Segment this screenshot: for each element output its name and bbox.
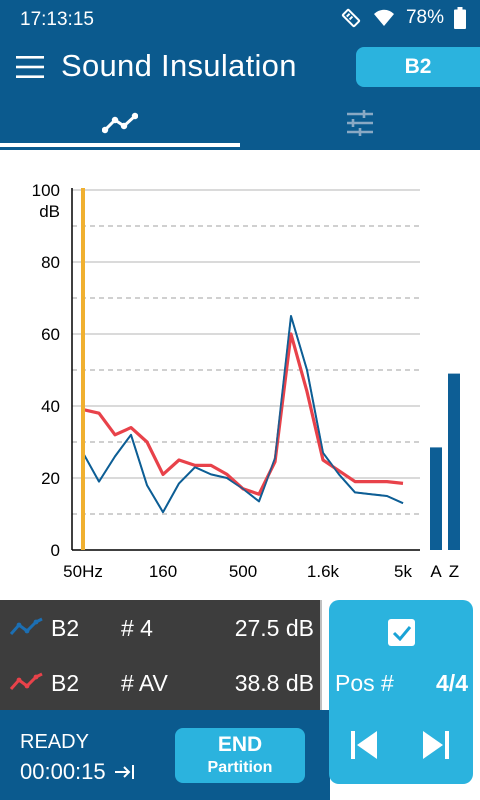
legend-series-name: B2 bbox=[51, 670, 80, 696]
end-partition-button[interactable]: END Partition bbox=[175, 728, 305, 783]
y-tick-label: 0 bbox=[51, 541, 60, 560]
hamburger-menu-icon[interactable] bbox=[16, 55, 44, 79]
legend-row-1: B2 # 4 27.5 dB bbox=[0, 600, 320, 655]
legend-panel: B2 # 4 27.5 dB B2 # AV 38.8 dB bbox=[0, 600, 320, 710]
end-button-label: END bbox=[217, 733, 263, 756]
position-value: 4/4 bbox=[436, 670, 468, 696]
x-tick-label: 5k bbox=[394, 562, 412, 581]
usb-debug-icon bbox=[341, 8, 361, 28]
sliders-icon bbox=[347, 110, 373, 136]
y-axis-top-label: 100 bbox=[32, 181, 60, 200]
y-tick-label: 80 bbox=[41, 253, 60, 272]
measurement-state: READY bbox=[20, 731, 89, 753]
overall-bar-a bbox=[430, 447, 442, 550]
checkmark-icon bbox=[392, 625, 411, 641]
legend-series-name: B2 bbox=[51, 615, 80, 641]
page-title: Sound Insulation bbox=[61, 48, 297, 83]
series-1-swatch-icon bbox=[9, 617, 43, 635]
legend-row-2: B2 # AV 38.8 dB bbox=[0, 655, 320, 710]
x-tick-label: 160 bbox=[149, 562, 177, 581]
y-tick-label: 40 bbox=[41, 397, 60, 416]
legend-series-index: # AV bbox=[121, 670, 168, 696]
position-label: Pos # bbox=[335, 670, 394, 696]
profile-button[interactable]: B2 bbox=[356, 47, 480, 87]
line-chart-icon bbox=[102, 112, 138, 134]
overall-bar-label: A bbox=[430, 562, 442, 581]
y-axis-unit: dB bbox=[39, 202, 60, 221]
status-icons: 78% bbox=[340, 7, 466, 29]
battery-percent: 78% bbox=[405, 7, 444, 28]
step-to-end-icon bbox=[114, 765, 134, 779]
status-bar: 17:13:15 78% bbox=[0, 0, 480, 40]
x-tick-label: 50Hz bbox=[63, 562, 103, 581]
end-button-sublabel: Partition bbox=[207, 759, 273, 776]
y-tick-label: 20 bbox=[41, 469, 60, 488]
x-tick-label: 500 bbox=[229, 562, 257, 581]
tab-settings[interactable] bbox=[240, 100, 480, 146]
legend-series-value: 27.5 dB bbox=[234, 615, 314, 641]
series-line-b2-av bbox=[82, 332, 404, 496]
overall-bar-label: Z bbox=[449, 562, 459, 581]
tab-graph[interactable] bbox=[0, 100, 240, 146]
legend-series-index: # 4 bbox=[121, 615, 153, 641]
spectrum-chart-svg: 0 20 40 60 80 100 dB 50Hz 160 500 1.6k 5k A Z bbox=[32, 181, 460, 581]
status-time: 17:13:15 bbox=[20, 9, 94, 30]
skip-previous-icon[interactable] bbox=[347, 728, 381, 762]
series-2-swatch-icon bbox=[9, 672, 43, 690]
elapsed-time: 00:00:15 bbox=[20, 759, 136, 785]
wifi-icon bbox=[373, 9, 394, 27]
battery-icon bbox=[454, 7, 466, 29]
elapsed-time-value: 00:00:15 bbox=[20, 759, 106, 784]
position-checkbox[interactable] bbox=[388, 619, 415, 646]
overall-bar-z bbox=[448, 373, 460, 550]
active-tab-indicator bbox=[0, 143, 240, 147]
series-line-b2-4-overlay bbox=[82, 315, 404, 514]
legend-series-value: 38.8 dB bbox=[234, 670, 314, 696]
skip-next-icon[interactable] bbox=[419, 728, 453, 762]
legend-divider bbox=[320, 600, 322, 710]
spectrum-chart: 0 20 40 60 80 100 dB 50Hz 160 500 1.6k 5k A Z bbox=[0, 150, 480, 600]
y-tick-label: 60 bbox=[41, 325, 60, 344]
x-tick-label: 1.6k bbox=[307, 562, 340, 581]
